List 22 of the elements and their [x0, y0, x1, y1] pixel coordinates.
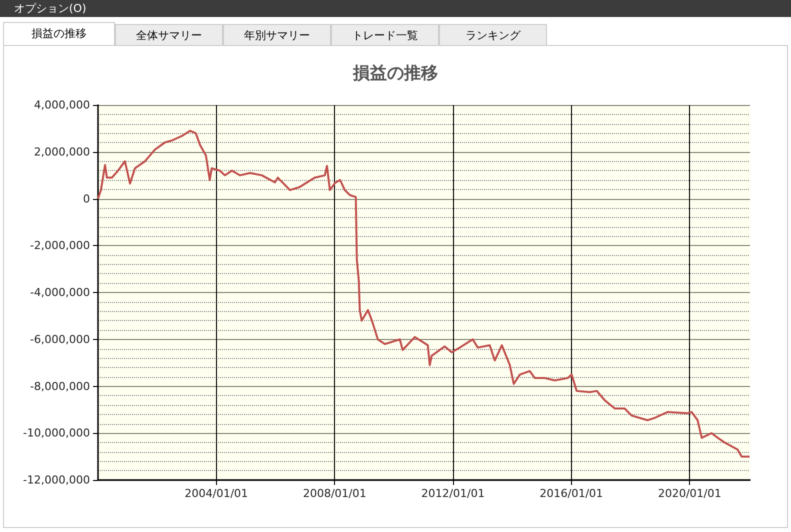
y-tick-label: -12,000,000 — [23, 474, 90, 486]
text: 年別サマリー — [223, 24, 331, 46]
y-tick-label: 4,000,000 — [34, 98, 90, 112]
x-tick-label: 2020/01/01 — [658, 487, 722, 500]
text: オプション(O) — [0, 0, 791, 17]
text: 損益の推移 — [3, 22, 115, 46]
y-tick-label: 2,000,000 — [34, 145, 90, 158]
y-tick-label: -2,000,000 — [30, 239, 90, 252]
chart-title: 損益の推移 — [352, 64, 438, 84]
line-series — [97, 130, 751, 458]
y-tick-label: -6,000,000 — [30, 332, 90, 346]
x-tick-label: 2004/01/01 — [184, 487, 248, 500]
x-tick-label: 2016/01/01 — [540, 487, 604, 500]
text: トレード一覧 — [331, 24, 439, 46]
x-tick-label: 2008/01/01 — [302, 487, 366, 500]
text: ランキング — [439, 24, 547, 46]
y-tick-label: -8,000,000 — [30, 380, 90, 393]
y-tick-label: -10,000,000 — [23, 426, 90, 440]
y-tick-label: -4,000,000 — [30, 286, 90, 299]
text: 全体サマリー — [115, 24, 223, 46]
x-tick-label: 2012/01/01 — [421, 487, 485, 500]
y-tick-label: 0 — [83, 192, 90, 206]
